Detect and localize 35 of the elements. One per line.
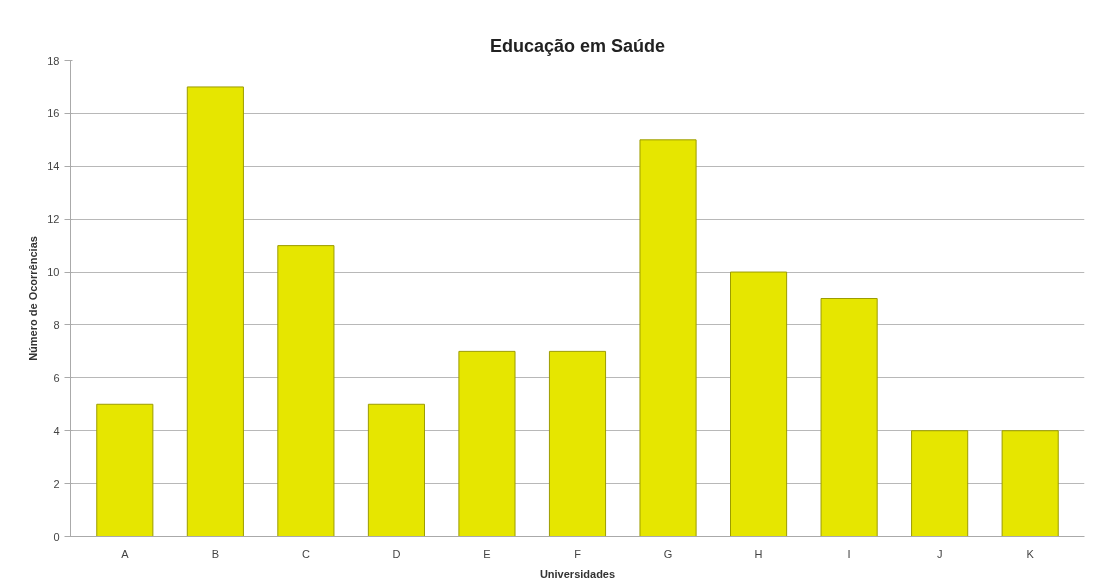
y-tick-label: 8	[53, 318, 60, 331]
y-tick-label: 2	[53, 477, 60, 490]
y-tick-label: 18	[47, 54, 60, 67]
bar	[458, 350, 516, 537]
chart-title: Educação em Saúde	[489, 35, 666, 56]
x-tick-label: K	[1026, 547, 1035, 560]
bar	[1001, 430, 1059, 537]
x-tick-label: J	[936, 547, 943, 560]
bar	[730, 271, 788, 537]
y-tick-label: 4	[53, 424, 60, 437]
x-tick-label: D	[392, 547, 401, 560]
y-tick-label: 6	[53, 371, 60, 384]
x-tick-label: I	[847, 547, 851, 560]
y-axis-title: Número de Ocorrências	[27, 236, 40, 361]
x-tick-label: A	[121, 547, 130, 560]
bar	[186, 86, 244, 537]
bar	[96, 403, 154, 537]
bar	[911, 430, 969, 537]
x-tick-label: G	[663, 547, 673, 560]
x-tick-label: H	[754, 547, 763, 560]
bar	[277, 245, 335, 537]
bar	[639, 139, 697, 537]
y-tick-label: 16	[47, 107, 60, 120]
y-tick-label: 14	[47, 160, 60, 173]
y-tick-label: 0	[53, 530, 60, 543]
bar	[367, 403, 425, 537]
x-tick-label: C	[301, 547, 310, 560]
y-tick-label: 10	[47, 266, 60, 279]
x-tick-label: E	[483, 547, 491, 560]
x-tick-label: B	[211, 547, 220, 560]
y-tick-label: 12	[47, 213, 60, 226]
x-axis-title: Universidades	[539, 567, 616, 580]
bar	[820, 298, 878, 537]
bar	[548, 350, 607, 537]
x-tick-label: F	[574, 547, 582, 560]
